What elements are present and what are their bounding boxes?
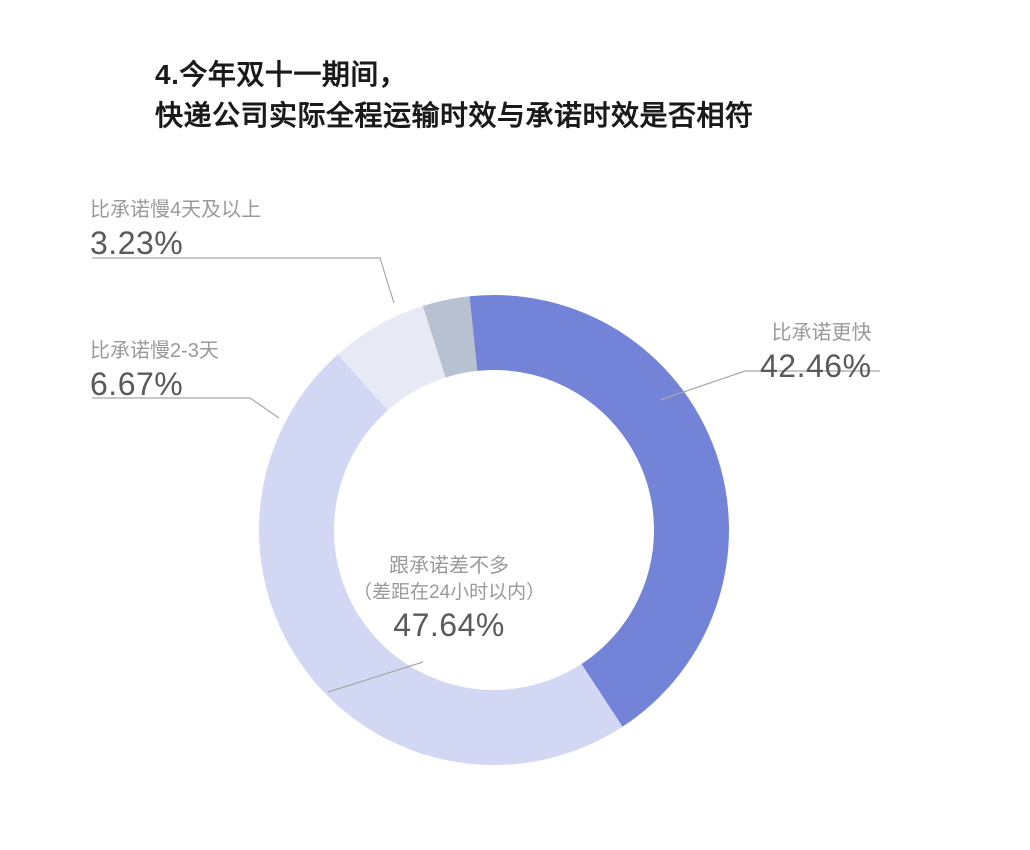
callout-3: 比承诺慢4天及以上3.23% [90,197,261,262]
donut-chart: 比承诺更快42.46% 跟承诺差不多（差距在24小时以内）47.64% 比承诺慢2-… [0,0,1030,850]
callout-label: 比承诺慢4天及以上 [90,197,261,224]
callout-2: 比承诺慢2-3天6.67% [90,338,219,403]
callout-label: 比承诺慢2-3天 [90,338,219,365]
callout-label: 跟承诺差不多 [353,553,545,580]
callout-value: 42.46% [760,347,872,385]
donut-svg [0,0,1030,850]
donut-slice-0 [469,295,729,727]
callout-value: 47.64% [353,606,545,644]
leader-line-3 [92,258,394,303]
callout-sublabel: （差距在24小时以内） [353,580,545,606]
callout-1: 跟承诺差不多（差距在24小时以内）47.64% [353,553,545,644]
callout-value: 3.23% [90,224,261,262]
callout-label: 比承诺更快 [760,320,872,347]
callout-value: 6.67% [90,365,219,403]
callout-0: 比承诺更快42.46% [760,320,872,385]
